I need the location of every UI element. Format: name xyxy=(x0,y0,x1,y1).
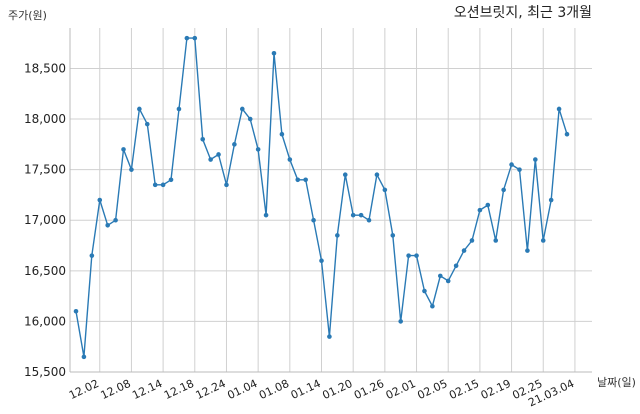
data-points xyxy=(73,35,570,360)
data-point xyxy=(406,253,411,258)
x-tick-label: 12.24 xyxy=(194,377,228,402)
data-point xyxy=(232,142,237,147)
data-point xyxy=(279,131,285,137)
data-point xyxy=(366,217,372,223)
data-point xyxy=(73,308,79,314)
x-tick-label: 02.05 xyxy=(415,377,449,402)
data-point xyxy=(525,248,530,253)
data-point xyxy=(271,50,277,56)
x-tick-label: 12.18 xyxy=(162,377,196,402)
data-point xyxy=(184,35,190,41)
data-point xyxy=(485,202,491,208)
data-point xyxy=(358,212,364,218)
data-point xyxy=(129,167,134,172)
data-point xyxy=(382,187,388,193)
data-point xyxy=(287,157,293,162)
y-tick-labels: 15,500 16,000 16,500 17,000 17,500 18,000 18,5… xyxy=(24,61,66,379)
x-tick-label: 01.08 xyxy=(257,377,291,402)
x-tick-label: 12.14 xyxy=(130,377,164,402)
data-point xyxy=(144,121,150,127)
data-point xyxy=(152,182,158,188)
data-point xyxy=(556,106,562,112)
y-tick-label: 17,500 xyxy=(24,163,66,177)
data-point xyxy=(160,182,166,188)
data-point xyxy=(335,233,340,238)
data-point xyxy=(501,187,506,193)
data-point xyxy=(414,253,419,258)
y-axis-label: 주가(원) xyxy=(8,9,47,22)
data-point xyxy=(374,172,380,178)
data-point xyxy=(311,217,316,223)
data-point xyxy=(247,116,253,122)
data-point xyxy=(509,162,514,167)
data-point xyxy=(224,182,229,188)
x-tick-label: 02.19 xyxy=(479,377,513,402)
x-tick-label: 01.20 xyxy=(320,377,354,402)
x-tick-label: 12.08 xyxy=(99,377,133,402)
data-point xyxy=(303,177,308,183)
y-tick-label: 15,500 xyxy=(24,365,66,379)
y-tick-label: 18,000 xyxy=(24,112,66,126)
data-point xyxy=(540,238,546,243)
data-point xyxy=(200,136,206,142)
data-point xyxy=(517,167,522,172)
data-point xyxy=(533,157,538,162)
data-point xyxy=(168,177,174,183)
data-point xyxy=(350,212,356,218)
y-tick-label: 18,500 xyxy=(24,61,66,75)
grid-lines xyxy=(70,28,592,373)
data-point xyxy=(493,238,499,243)
x-tick-label: 01.14 xyxy=(289,377,323,402)
data-point xyxy=(255,147,261,152)
chart-title: 오션브릿지, 최근 3개월 xyxy=(454,5,592,21)
data-point xyxy=(390,233,396,238)
x-axis-label: 날짜(일) xyxy=(597,375,636,389)
x-tick-label: 02.15 xyxy=(447,377,481,402)
x-tick-label: 01.26 xyxy=(352,377,386,402)
data-point xyxy=(137,106,142,112)
x-tick-labels: 12.0212.0812.1412.1812.2401.0401.0801.14… xyxy=(67,377,576,409)
data-point xyxy=(263,212,269,218)
data-point xyxy=(437,273,443,279)
data-point xyxy=(208,157,213,162)
data-point xyxy=(176,106,182,112)
x-tick-label: 02.01 xyxy=(384,377,418,402)
data-point xyxy=(422,288,427,294)
data-point xyxy=(398,319,403,324)
x-tick-label: 12.02 xyxy=(67,377,101,402)
axes xyxy=(69,28,592,373)
data-point xyxy=(97,197,103,203)
data-point xyxy=(121,147,126,152)
y-tick-label: 16,500 xyxy=(24,264,66,278)
data-point xyxy=(469,238,475,243)
data-point xyxy=(445,278,451,284)
data-point xyxy=(192,35,198,41)
data-point xyxy=(105,222,110,228)
data-point xyxy=(295,177,301,183)
y-tick-label: 16,000 xyxy=(24,314,66,328)
data-point xyxy=(113,217,118,223)
data-point xyxy=(319,258,324,264)
data-point xyxy=(81,354,87,360)
data-point xyxy=(342,172,348,178)
data-point xyxy=(216,152,221,157)
data-point xyxy=(240,106,245,112)
data-point xyxy=(430,303,435,309)
data-point xyxy=(453,263,459,269)
data-point xyxy=(89,253,95,258)
data-point xyxy=(477,207,483,213)
data-point xyxy=(461,248,467,253)
data-point xyxy=(327,334,332,339)
x-tick-label: 01.04 xyxy=(225,377,259,402)
data-point xyxy=(548,197,554,203)
y-tick-label: 17,000 xyxy=(24,213,66,227)
data-point xyxy=(564,131,570,137)
